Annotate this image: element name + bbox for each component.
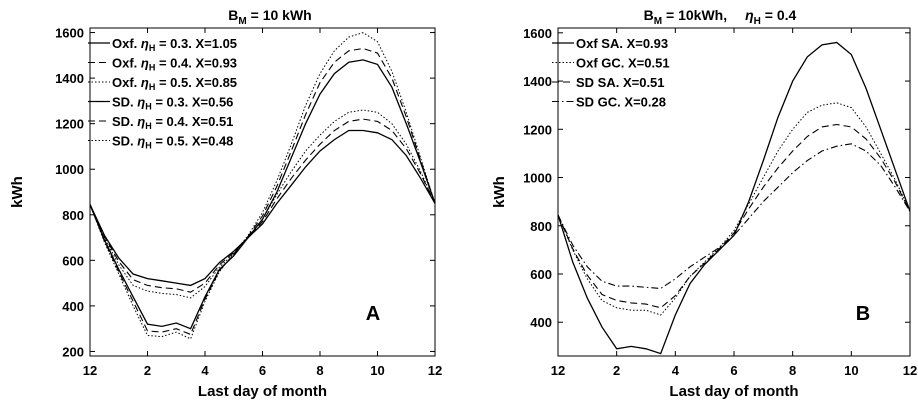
legend-eta-symbol: η bbox=[134, 134, 146, 149]
legend-eta-subscript: H bbox=[149, 43, 156, 53]
legend-label: Oxf SA. X=0.93 bbox=[576, 36, 668, 51]
x-tick-label: 10 bbox=[844, 363, 858, 378]
legend-value: = 0.5. X=0.85 bbox=[155, 75, 237, 90]
y-tick-label: 1000 bbox=[55, 162, 84, 177]
title-symbol: B bbox=[644, 7, 654, 23]
y-axis-label: kWh bbox=[491, 176, 508, 208]
legend-label: Oxf. bbox=[112, 56, 137, 71]
x-tick-label: 12 bbox=[551, 363, 565, 378]
legend-label: SD SA. X=0.51 bbox=[576, 75, 665, 90]
y-tick-label: 1600 bbox=[523, 26, 552, 41]
legend-eta-subscript: H bbox=[145, 141, 152, 151]
legend-entry: Oxf. ηH = 0.5. X=0.85 bbox=[112, 75, 237, 92]
legend-label: SD GC. X=0.28 bbox=[576, 95, 666, 110]
y-tick-label: 400 bbox=[62, 299, 84, 314]
x-tick-label: 12 bbox=[428, 363, 442, 378]
chart-panel-a: 12 2 4 6 8 10 12 200 400 600 800 1000 1200 1400 1600 La… bbox=[9, 7, 442, 400]
legend-entry: Oxf. ηH = 0.4. X=0.93 bbox=[112, 56, 237, 73]
legend-entry: SD GC. X=0.28 bbox=[576, 95, 666, 110]
legend-entry: SD. ηH = 0.4. X=0.51 bbox=[112, 114, 233, 131]
x-tick-label: 4 bbox=[201, 363, 209, 378]
legend-entry: Oxf. ηH = 0.3. X=1.05 bbox=[112, 36, 237, 53]
title-subscript: M bbox=[654, 16, 662, 27]
legend-eta-subscript: H bbox=[145, 121, 152, 131]
legend-eta-symbol: η bbox=[137, 75, 149, 90]
title-eta-value: = 0.4 bbox=[761, 7, 797, 23]
legend-label: SD. bbox=[112, 95, 134, 110]
x-tick-label: 6 bbox=[730, 363, 737, 378]
legend-label: SD. bbox=[112, 134, 134, 149]
legend-value: = 0.4. X=0.51 bbox=[152, 114, 234, 129]
legend-value: = 0.4. X=0.93 bbox=[155, 56, 237, 71]
series-line-2 bbox=[557, 102, 911, 316]
legend-eta-subscript: H bbox=[149, 82, 156, 92]
x-axis-label: Last day of month bbox=[669, 383, 798, 400]
legend-entry: SD SA. X=0.51 bbox=[576, 75, 665, 90]
series-line-4 bbox=[89, 129, 436, 287]
legend-label: Oxf. bbox=[112, 36, 137, 51]
legend-entry: SD. ηH = 0.5. X=0.48 bbox=[112, 134, 233, 151]
legend-value: = 0.3. X=0.56 bbox=[152, 95, 234, 110]
x-tick-label: 8 bbox=[316, 363, 323, 378]
panel-letter: B bbox=[856, 303, 870, 325]
title-value: = 10kWh, bbox=[662, 7, 727, 23]
y-tick-label: 400 bbox=[530, 315, 552, 330]
x-axis-label: Last day of month bbox=[198, 383, 327, 400]
y-tick-label: 1400 bbox=[523, 74, 552, 89]
series-line-5 bbox=[89, 118, 436, 293]
series-line-2 bbox=[89, 47, 436, 336]
series-line-1 bbox=[557, 41, 911, 355]
x-tick-label: 12 bbox=[83, 363, 97, 378]
legend-eta-symbol: η bbox=[137, 56, 149, 71]
series-line-4 bbox=[557, 143, 911, 290]
legend-label: SD. bbox=[112, 114, 134, 129]
title-subscript: M bbox=[238, 16, 246, 27]
legend-entry: Oxf GC. X=0.51 bbox=[576, 56, 670, 71]
legend-label: Oxf. bbox=[112, 75, 137, 90]
series-line-3 bbox=[89, 32, 436, 340]
x-tick-label: 6 bbox=[259, 363, 266, 378]
x-tick-label: 4 bbox=[672, 363, 680, 378]
legend-eta-subscript: H bbox=[149, 63, 156, 73]
chart-title: BM = 10kWh, ηH = 0.4 bbox=[644, 7, 797, 27]
y-axis-label: kWh bbox=[9, 176, 26, 208]
y-tick-label: 1000 bbox=[523, 171, 552, 186]
chart-title: BM = 10 kWh bbox=[228, 7, 311, 27]
title-value: = 10 kWh bbox=[247, 7, 312, 23]
chart-panel-b: 12 2 4 6 8 10 12 400 600 800 1000 1200 1400 1600 Last … bbox=[491, 7, 917, 400]
legend-eta-symbol: η bbox=[134, 95, 146, 110]
y-tick-label: 1200 bbox=[55, 117, 84, 132]
x-tick-label: 2 bbox=[144, 363, 151, 378]
x-tick-label: 12 bbox=[903, 363, 917, 378]
series-line-1 bbox=[89, 59, 436, 330]
y-tick-label: 600 bbox=[62, 253, 84, 268]
series-line-3 bbox=[557, 123, 911, 309]
legend-eta-symbol: η bbox=[134, 114, 146, 129]
legend-value: = 0.5. X=0.48 bbox=[152, 134, 234, 149]
y-tick-label: 200 bbox=[62, 344, 84, 359]
y-tick-label: 600 bbox=[530, 267, 552, 282]
y-tick-label: 1200 bbox=[523, 122, 552, 137]
x-tick-label: 2 bbox=[613, 363, 620, 378]
legend-entry: SD. ηH = 0.3. X=0.56 bbox=[112, 95, 233, 112]
legend-value: = 0.3. X=1.05 bbox=[155, 36, 237, 51]
y-tick-label: 800 bbox=[530, 219, 552, 234]
legend-eta-subscript: H bbox=[145, 102, 152, 112]
title-eta-symbol: η bbox=[745, 7, 754, 23]
title-eta-subscript: H bbox=[754, 16, 761, 27]
y-tick-label: 1600 bbox=[55, 26, 84, 41]
x-tick-label: 10 bbox=[370, 363, 384, 378]
legend-entry: Oxf SA. X=0.93 bbox=[576, 36, 668, 51]
x-tick-label: 8 bbox=[789, 363, 796, 378]
legend-eta-symbol: η bbox=[137, 36, 149, 51]
y-tick-label: 800 bbox=[62, 208, 84, 223]
y-tick-label: 1400 bbox=[55, 71, 84, 86]
title-symbol: B bbox=[228, 7, 238, 23]
legend-label: Oxf GC. X=0.51 bbox=[576, 56, 670, 71]
panel-letter: A bbox=[366, 303, 380, 325]
